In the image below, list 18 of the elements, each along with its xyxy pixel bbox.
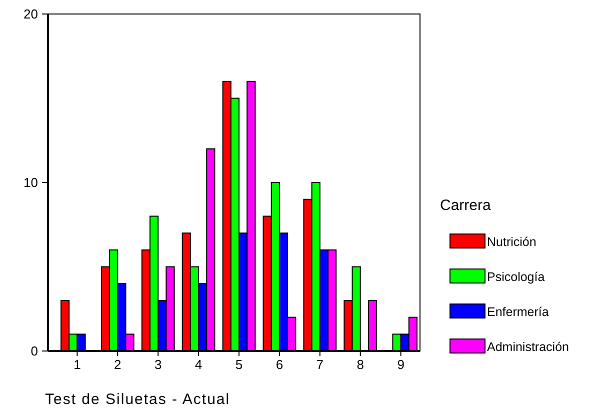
y-tick-label: 10 xyxy=(24,175,38,190)
x-tick-label: 1 xyxy=(74,357,81,372)
y-tick-label: 20 xyxy=(24,6,38,22)
x-tick-label: 9 xyxy=(397,357,404,372)
legend-label: Administración xyxy=(487,340,570,354)
legend-label: Nutrición xyxy=(487,235,536,249)
x-tick-label: 7 xyxy=(316,357,324,372)
x-tick-label: 4 xyxy=(194,357,202,372)
y-tick-label: 0 xyxy=(30,344,38,359)
x-tick-label: 5 xyxy=(235,357,243,372)
legend-title: Carrera xyxy=(440,197,492,214)
x-tick-label: 3 xyxy=(154,357,162,372)
x-tick-label: 8 xyxy=(356,357,364,372)
x-tick-label: 6 xyxy=(276,357,284,372)
x-tick-label: 2 xyxy=(114,357,122,372)
legend-label: Psicología xyxy=(487,270,545,284)
x-axis-title: Test de Siluetas - Actual xyxy=(45,391,230,408)
legend-label: Enfermería xyxy=(487,305,549,319)
